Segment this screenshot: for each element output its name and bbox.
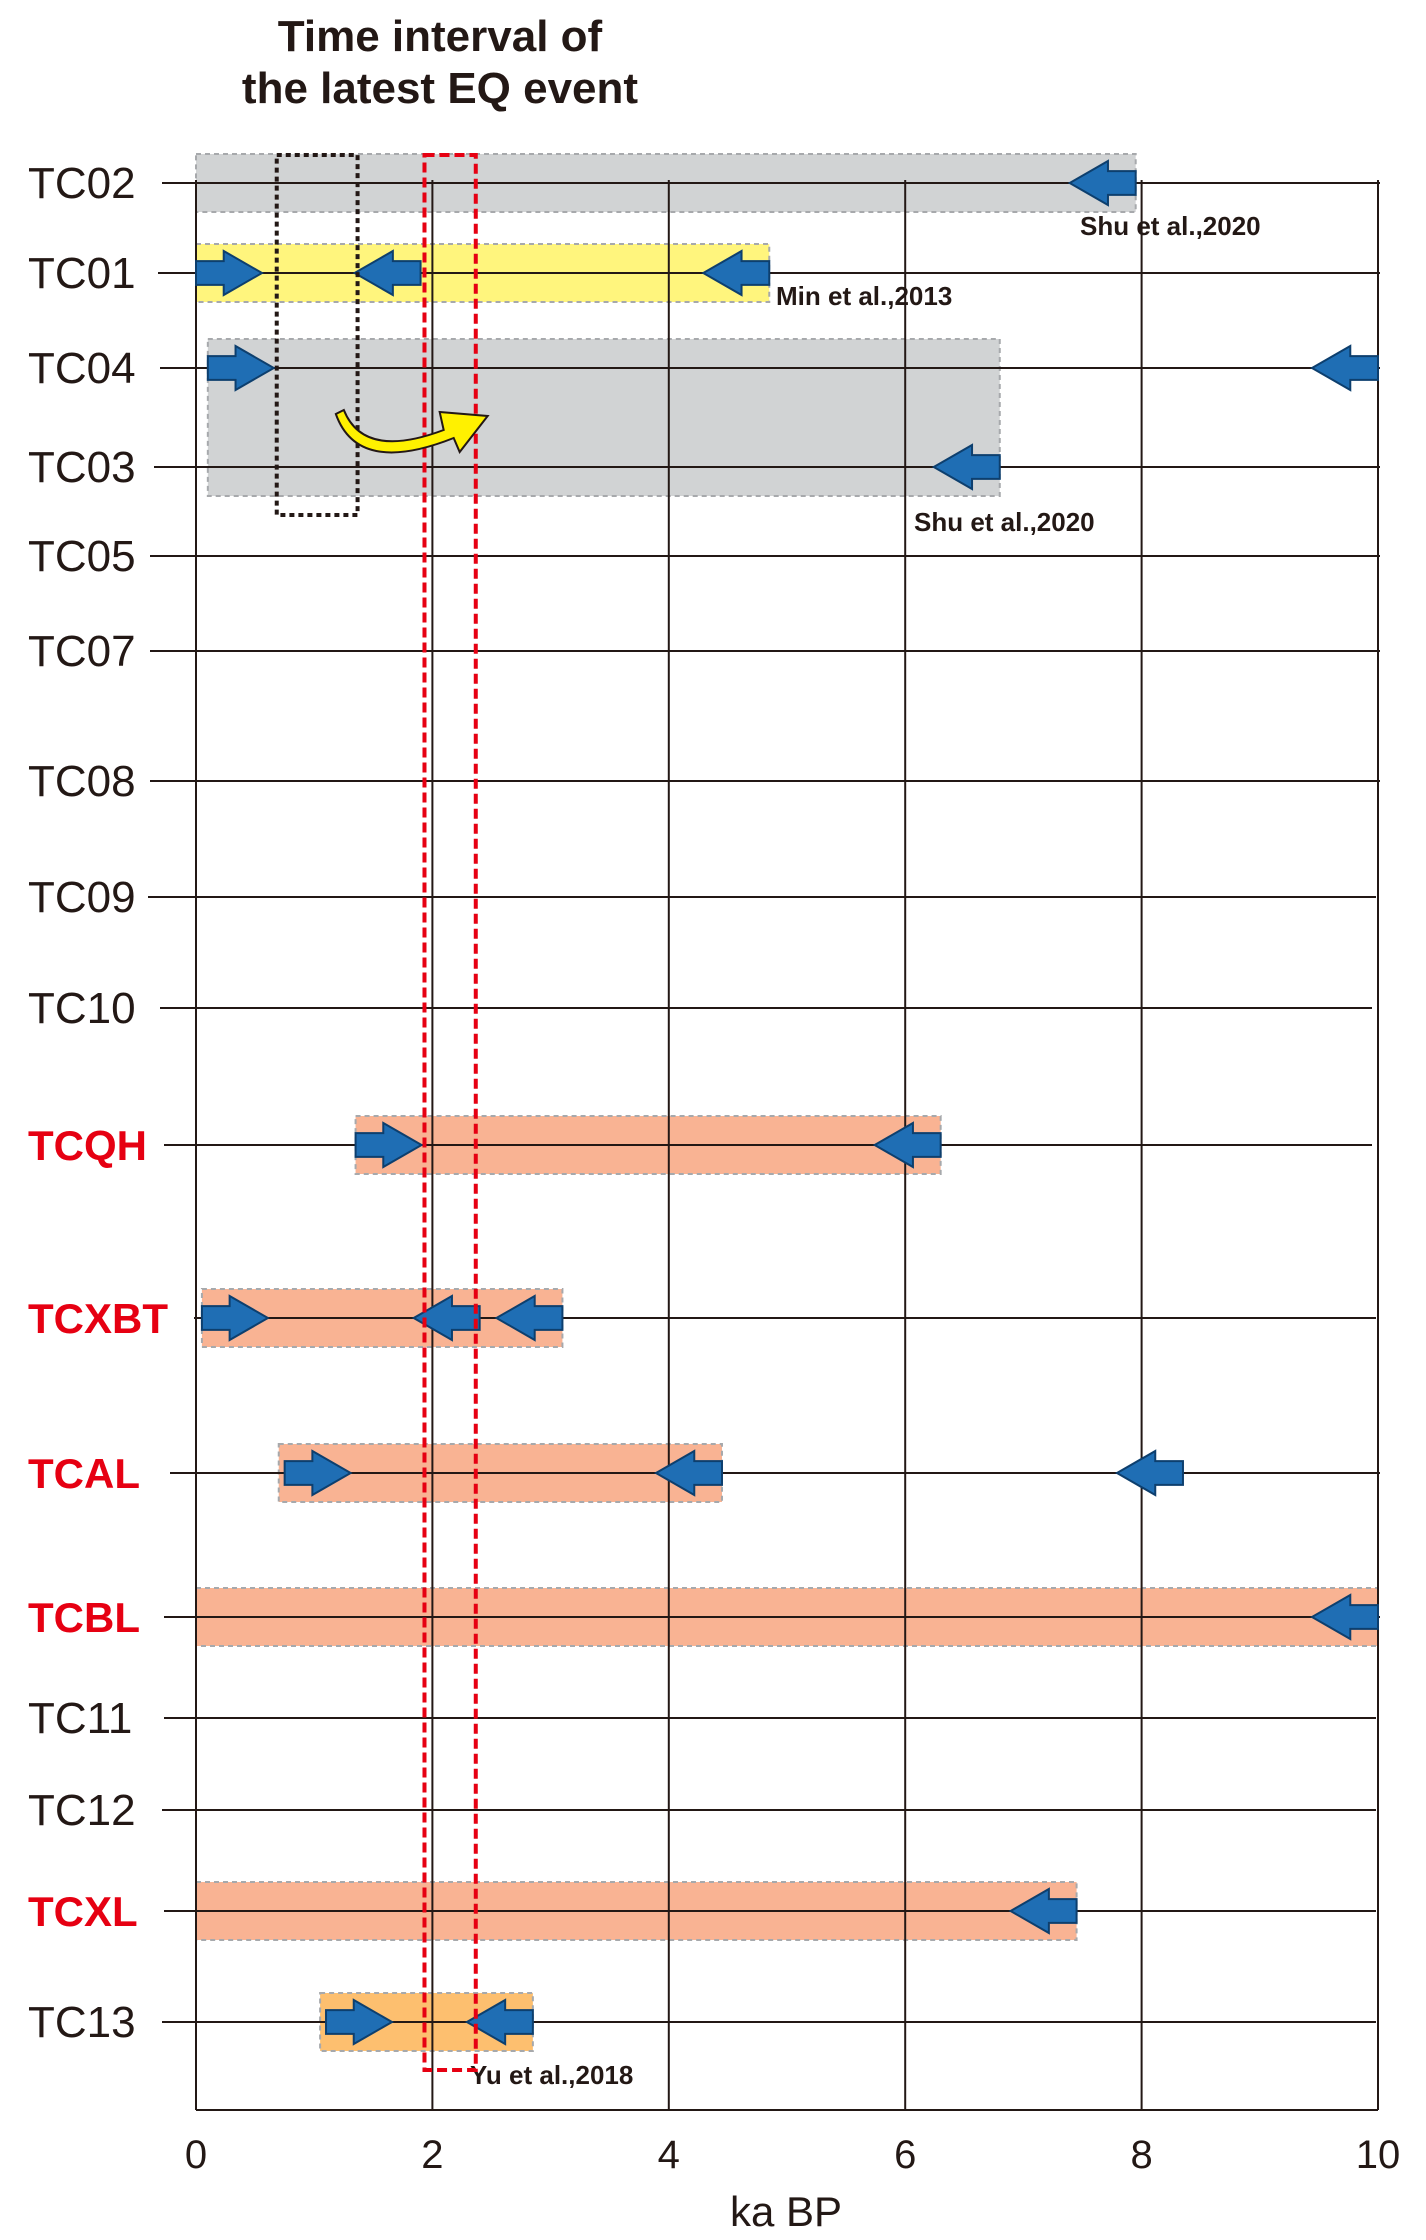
arrow-tc13-17 bbox=[325, 1998, 395, 2046]
interval-box-dotted bbox=[274, 153, 360, 517]
arrow-tc02-0 bbox=[1067, 159, 1137, 207]
interval-bar-2 bbox=[206, 338, 1001, 497]
arrow-tcxl-16 bbox=[1008, 1887, 1078, 1935]
arrow-tcqh-8 bbox=[872, 1121, 942, 1169]
arrow-tcxbt-9 bbox=[200, 1294, 270, 1342]
arrow-tc04-5 bbox=[1309, 344, 1379, 392]
arrow-tc01-3 bbox=[701, 249, 771, 297]
row-label-tcbl: TCBL bbox=[28, 1594, 140, 1641]
row-label-tc01: TC01 bbox=[28, 249, 136, 298]
chart-title-line-1: Time interval of bbox=[277, 12, 603, 61]
citation-label-0: Shu et al.,2020 bbox=[1080, 211, 1261, 241]
row-label-tc02: TC02 bbox=[28, 159, 136, 208]
chart-title-line-2: the latest EQ event bbox=[241, 64, 639, 113]
arrow-tc03-6 bbox=[931, 443, 1001, 491]
x-tick-label-0: 0 bbox=[185, 2133, 207, 2177]
row-label-tc12: TC12 bbox=[28, 1786, 136, 1835]
citation-label-3: Yu et al.,2018 bbox=[470, 2060, 633, 2090]
row-label-tc10: TC10 bbox=[28, 984, 136, 1033]
x-tick-label-3: 6 bbox=[894, 2133, 916, 2177]
row-label-tc08: TC08 bbox=[28, 757, 136, 806]
row-label-tcxl: TCXL bbox=[28, 1888, 138, 1935]
shift-arrow bbox=[334, 408, 490, 454]
row-label-tc09: TC09 bbox=[28, 873, 136, 922]
arrow-tc01-2 bbox=[352, 249, 422, 297]
row-label-tcqh: TCQH bbox=[28, 1122, 147, 1169]
arrow-tc01-1 bbox=[195, 249, 265, 297]
row-label-tc11: TC11 bbox=[28, 1694, 132, 1743]
arrow-tcal-12 bbox=[283, 1449, 353, 1497]
x-tick-label-5: 10 bbox=[1356, 2133, 1401, 2177]
arrow-tcal-13 bbox=[653, 1449, 723, 1497]
arrow-tcal-14 bbox=[1114, 1449, 1184, 1497]
row-label-tc04: TC04 bbox=[28, 344, 136, 393]
arrow-tcbl-15 bbox=[1309, 1593, 1379, 1641]
arrow-tc13-18 bbox=[464, 1998, 534, 2046]
row-label-tc07: TC07 bbox=[28, 627, 136, 676]
citation-label-2: Shu et al.,2020 bbox=[914, 507, 1095, 537]
x-axis-label: ka BP bbox=[730, 2188, 842, 2235]
arrow-tcxbt-10 bbox=[411, 1294, 481, 1342]
x-tick-label-1: 2 bbox=[421, 2133, 443, 2177]
arrow-tcqh-7 bbox=[354, 1121, 424, 1169]
x-tick-label-4: 8 bbox=[1130, 2133, 1152, 2177]
row-label-tc05: TC05 bbox=[28, 532, 136, 581]
x-tick-label-2: 4 bbox=[658, 2133, 680, 2177]
interval-box-dashed bbox=[422, 153, 478, 2072]
row-label-tc13: TC13 bbox=[28, 1998, 136, 2047]
arrow-tc04-4 bbox=[206, 344, 276, 392]
row-label-tcxbt: TCXBT bbox=[28, 1295, 168, 1342]
row-label-tcal: TCAL bbox=[28, 1450, 140, 1497]
arrow-tcxbt-11 bbox=[494, 1294, 564, 1342]
row-label-tc03: TC03 bbox=[28, 443, 136, 492]
citation-label-1: Min et al.,2013 bbox=[776, 281, 952, 311]
